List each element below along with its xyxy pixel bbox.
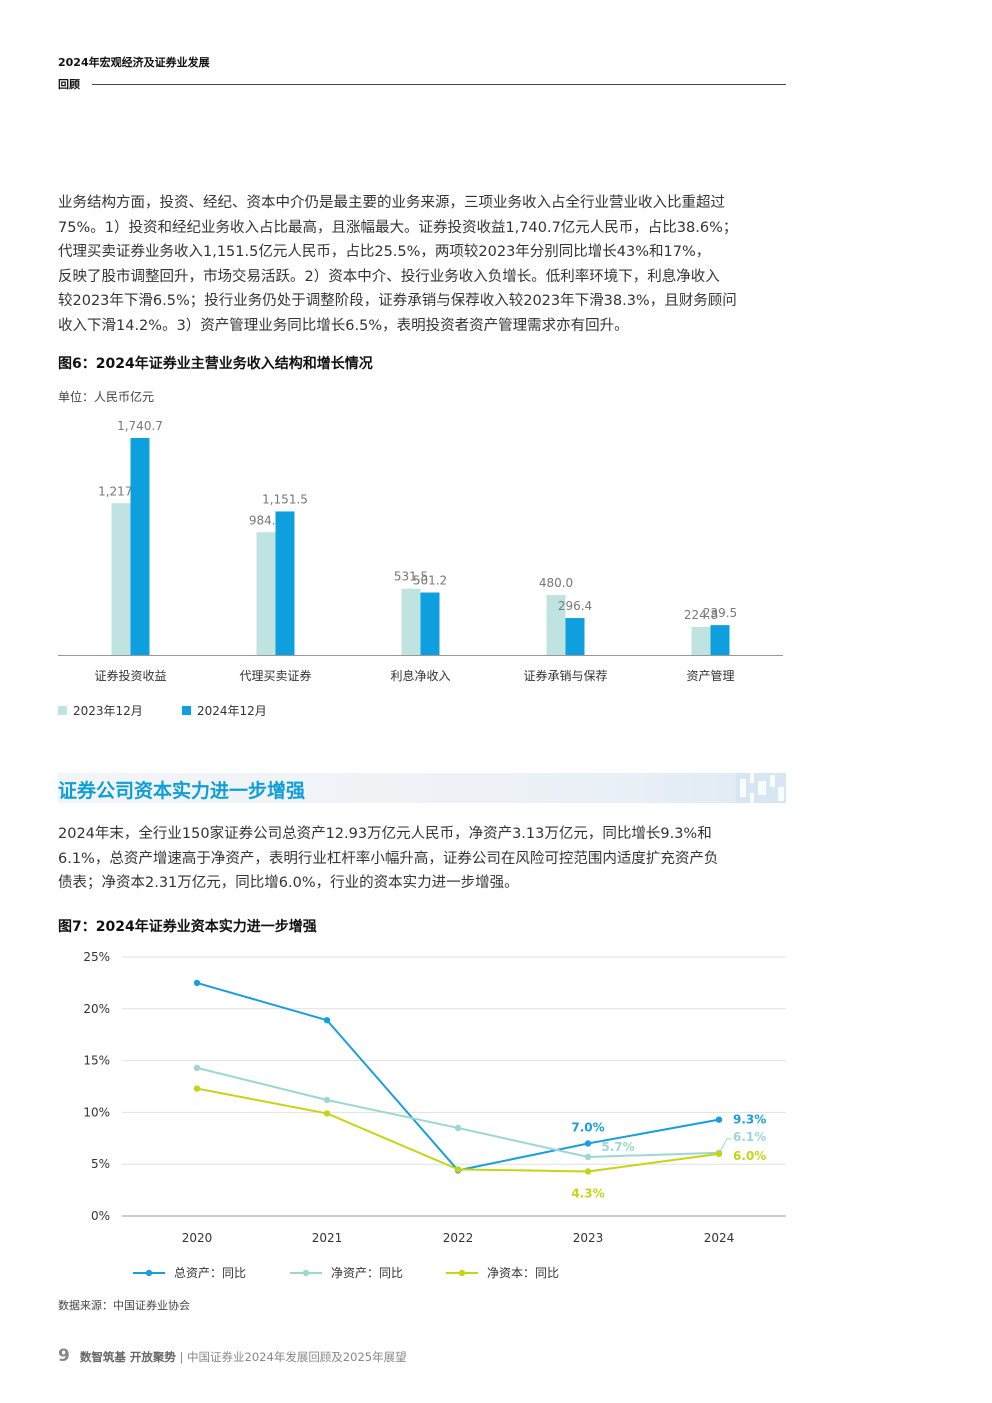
y-tick-label: 0%	[91, 1209, 110, 1223]
figure6-title: 图6：2024年证券业主营业务收入结构和增长情况	[58, 356, 373, 372]
legend-marker	[302, 1269, 310, 1277]
paragraph-line: 代理买卖证券业务收入1,151.5亿元人民币，占比25.5%，两项较2023年分…	[58, 244, 711, 260]
bar-2023	[111, 503, 131, 655]
bar-2023	[401, 588, 421, 655]
paragraph-line: 75%。1）投资和经纪业务收入占比最高，且涨幅最大。证券投资收益1,740.7亿…	[58, 219, 738, 236]
annotation-leader	[720, 1138, 731, 1151]
report-title: 2024年宏观经济及证券业发展	[58, 56, 210, 69]
data-point	[193, 1085, 201, 1092]
legend-swatch	[182, 706, 191, 715]
footer-separator: |	[179, 1350, 184, 1364]
data-point	[715, 1150, 723, 1158]
bar-2023	[546, 595, 566, 655]
footer-document-title: 中国证券业2024年发展回顾及2025年展望	[187, 1350, 407, 1364]
capital-growth-line-chart: 0% 5% 10% 15% 20% 25% 2020 2021 2022 2023 2024 7.0%…	[83, 950, 786, 1280]
legend-label: 2024年12月	[197, 704, 267, 718]
category-label: 资产管理	[686, 668, 734, 683]
bar-2023	[691, 626, 711, 655]
bar-2024	[420, 592, 440, 655]
x-tick-label: 2021	[312, 1231, 343, 1245]
category-label: 代理买卖证券	[239, 668, 311, 683]
bar-value-label: 984.4	[249, 513, 283, 527]
legend-swatch	[58, 706, 67, 715]
category-label: 证券投资收益	[94, 668, 166, 683]
data-point	[454, 1166, 462, 1173]
x-tick-label: 2023	[573, 1231, 604, 1245]
paragraph-line: 较2023年下滑6.5%；投行业务仍处于调整阶段，证券承销与保荐收入较2023年…	[58, 293, 737, 309]
bar-2024	[130, 438, 150, 655]
business-structure-paragraph: 业务结构方面，投资、经纪、资本中介仍是最主要的业务来源，三项业务收入占全行业营业…	[58, 191, 788, 338]
bar-value-label: 501.2	[413, 574, 447, 588]
data-point	[584, 1140, 592, 1147]
data-source: 数据来源：中国证券业协会	[58, 1299, 190, 1312]
data-annotation: 5.7%	[601, 1140, 634, 1154]
data-point	[584, 1168, 592, 1175]
x-tick-label: 2020	[182, 1231, 213, 1245]
bar-value-label: 224.8	[684, 608, 718, 622]
report-subtitle: 回顾	[58, 78, 80, 91]
paragraph-line: 2024年末，全行业150家证券公司总资产12.93万亿元人民币，净资产3.13…	[58, 826, 712, 842]
figure7-title: 图7：2024年证券业资本实力进一步增强	[58, 919, 317, 935]
paragraph-line: 反映了股市调整回升，市场交易活跃。2）资本中介、投行业务收入负增长。低利率环境下…	[58, 268, 720, 285]
bar-value-label: 1,151.5	[262, 492, 308, 506]
paragraph-line: 业务结构方面，投资、经纪、资本中介仍是最主要的业务来源，三项业务收入占全行业营业…	[58, 195, 725, 211]
header-divider	[92, 84, 786, 85]
data-point	[193, 1064, 201, 1072]
bar-2024	[710, 625, 730, 655]
legend-label: 2023年12月	[73, 704, 143, 718]
category-label: 证券承销与保荐	[523, 668, 607, 683]
data-point	[323, 1016, 331, 1024]
data-point	[454, 1124, 462, 1132]
data-point	[323, 1096, 331, 1104]
legend-label: 净资产：同比	[331, 1266, 403, 1280]
legend-marker	[145, 1269, 153, 1277]
y-tick-label: 10%	[83, 1105, 110, 1119]
y-tick-label: 25%	[83, 950, 110, 964]
data-point	[193, 979, 201, 987]
category-label: 利息净收入	[390, 668, 450, 683]
section-title: 证券公司资本实力进一步增强	[58, 780, 306, 802]
page-footer: 9 数智筑基 开放聚势 | 中国证券业2024年发展回顾及2025年展望	[58, 1346, 407, 1366]
decorative-pattern-icon	[736, 773, 786, 803]
paragraph-line: 6.1%，总资产增速高于净资产，表明行业杠杆率小幅升高，证券公司在风险可控范围内…	[58, 850, 719, 867]
bar-value-label: 239.5	[703, 606, 737, 620]
bar-2023	[256, 532, 276, 655]
page-number: 9	[58, 1346, 70, 1366]
capital-strength-paragraph: 2024年末，全行业150家证券公司总资产12.93万亿元人民币，净资产3.13…	[58, 822, 788, 896]
data-annotation: 9.3%	[733, 1113, 766, 1127]
legend-label: 总资产：同比	[174, 1266, 246, 1280]
bar-value-label: 531.5	[394, 570, 428, 584]
data-point	[584, 1153, 592, 1161]
legend-marker	[458, 1269, 466, 1277]
data-annotation: 6.0%	[733, 1149, 766, 1163]
bar-2024	[275, 511, 295, 655]
data-point	[323, 1110, 331, 1117]
bar-value-label: 296.4	[558, 599, 592, 613]
data-point	[715, 1116, 723, 1123]
paragraph-line: 债表；净资本2.31万亿元，同比增6.0%，行业的资本实力进一步增强。	[58, 875, 519, 891]
figure6-unit: 单位：人民币亿元	[58, 390, 155, 404]
footer-slogan: 数智筑基 开放聚势	[79, 1350, 176, 1364]
bar-2024	[565, 618, 585, 655]
bar-value-label: 480.0	[539, 576, 573, 590]
bar-value-label: 1,740.7	[117, 419, 163, 433]
paragraph-line: 收入下滑14.2%。3）资产管理业务同比增长6.5%，表明投资者资产管理需求亦有…	[58, 317, 629, 334]
x-tick-label: 2024	[704, 1231, 735, 1245]
data-annotation: 4.3%	[571, 1186, 604, 1200]
section-banner	[58, 773, 786, 803]
data-annotation: 6.1%	[733, 1130, 766, 1144]
y-tick-label: 5%	[91, 1157, 110, 1171]
data-annotation: 7.0%	[571, 1120, 604, 1134]
x-tick-label: 2022	[443, 1231, 474, 1245]
y-tick-label: 15%	[83, 1054, 110, 1068]
y-tick-label: 20%	[83, 1002, 110, 1016]
legend-label: 净资本：同比	[487, 1266, 559, 1280]
series-line	[196, 981, 720, 1172]
revenue-bar-chart: 1,217.11,740.7证券投资收益984.41,151.5代理买卖证券53…	[58, 419, 783, 718]
